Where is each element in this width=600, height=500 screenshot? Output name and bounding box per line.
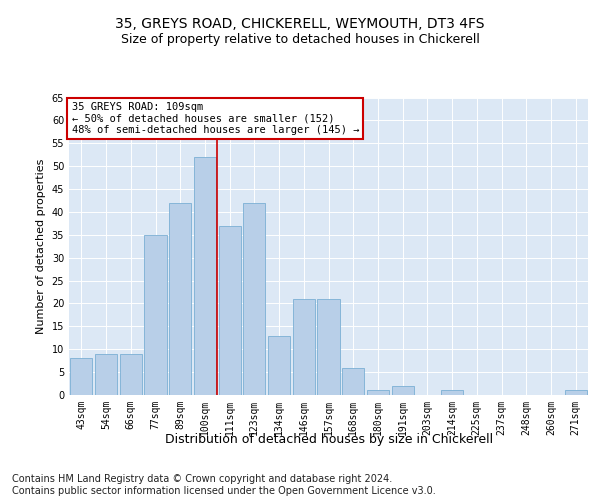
Bar [342,368,364,395]
Bar [565,390,587,395]
Text: Contains HM Land Registry data © Crown copyright and database right 2024.: Contains HM Land Registry data © Crown c… [12,474,392,484]
Text: Contains public sector information licensed under the Open Government Licence v3: Contains public sector information licen… [12,486,436,496]
Bar [268,336,290,395]
Bar [218,226,241,395]
Bar [70,358,92,395]
Bar [145,235,167,395]
Bar [441,390,463,395]
Bar [95,354,117,395]
Bar [243,203,265,395]
Text: Distribution of detached houses by size in Chickerell: Distribution of detached houses by size … [165,432,493,446]
Bar [169,203,191,395]
Y-axis label: Number of detached properties: Number of detached properties [36,158,46,334]
Text: 35, GREYS ROAD, CHICKERELL, WEYMOUTH, DT3 4FS: 35, GREYS ROAD, CHICKERELL, WEYMOUTH, DT… [115,18,485,32]
Text: Size of property relative to detached houses in Chickerell: Size of property relative to detached ho… [121,32,479,46]
Bar [119,354,142,395]
Text: 35 GREYS ROAD: 109sqm
← 50% of detached houses are smaller (152)
48% of semi-det: 35 GREYS ROAD: 109sqm ← 50% of detached … [71,102,359,135]
Bar [317,299,340,395]
Bar [293,299,315,395]
Bar [392,386,414,395]
Bar [194,157,216,395]
Bar [367,390,389,395]
